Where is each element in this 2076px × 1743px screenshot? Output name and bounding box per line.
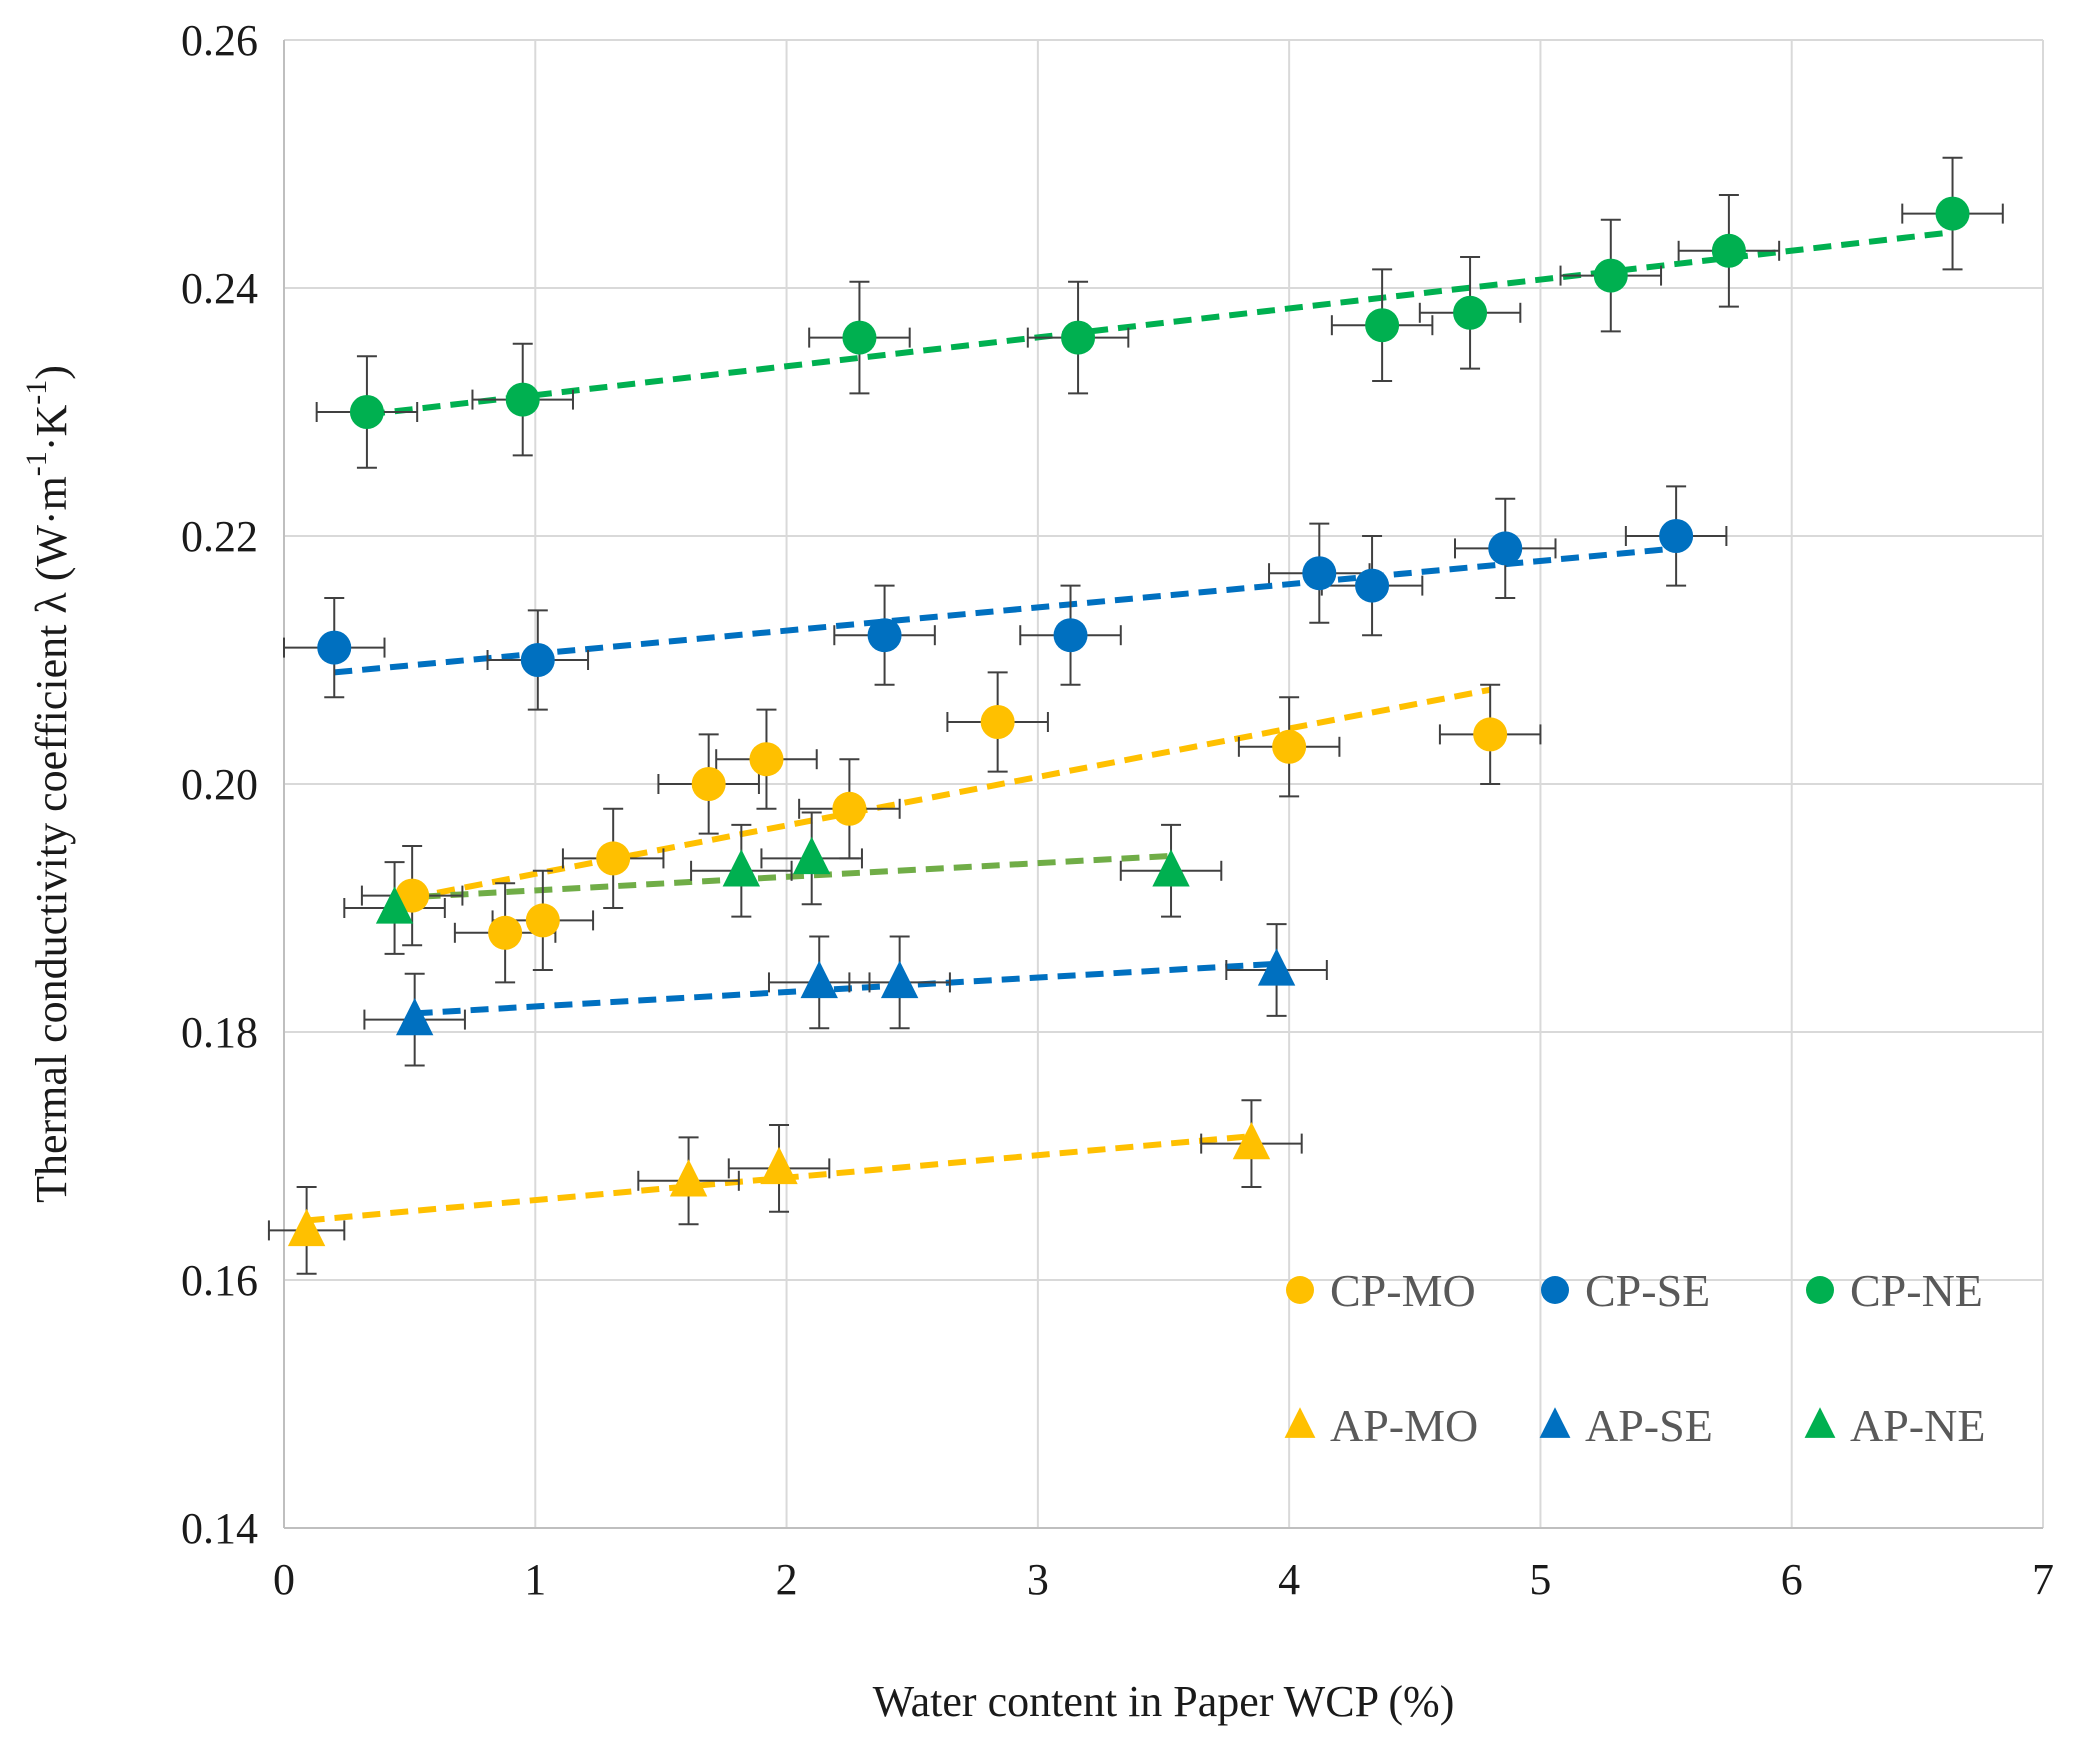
data-point-cp-se <box>1488 531 1523 566</box>
x-tick-label: 6 <box>1781 1555 1803 1604</box>
data-point-cp-ne <box>349 395 384 429</box>
y-axis-title-sup1: -1 <box>20 451 53 476</box>
x-tick-label: 2 <box>776 1555 798 1604</box>
legend-label: CP-NE <box>1850 1265 1983 1316</box>
data-point-cp-ne <box>1935 196 1970 231</box>
data-point-cp-mo <box>525 903 560 938</box>
x-tick-label: 4 <box>1278 1555 1300 1604</box>
x-tick-label: 1 <box>524 1555 546 1604</box>
y-tick-label: 0.24 <box>181 264 258 313</box>
data-point-ap-mo <box>760 1146 798 1185</box>
trendline-ap-ne <box>394 852 1172 902</box>
data-point-ap-ne <box>1152 849 1190 887</box>
legend-label: AP-NE <box>1850 1400 1985 1451</box>
data-point-ap-se <box>880 960 919 999</box>
data-point-ap-ne <box>722 849 761 887</box>
data-point-cp-se <box>1302 556 1337 591</box>
legend-marker-cp-se <box>1541 1276 1569 1304</box>
y-tick-label: 0.18 <box>181 1008 258 1057</box>
legend-label: CP-SE <box>1585 1265 1710 1316</box>
data-point-cp-se <box>1659 519 1694 553</box>
legend-label: CP-MO <box>1330 1265 1476 1316</box>
legend-marker-ap-ne <box>1804 1407 1836 1438</box>
y-axis-title-end: ) <box>27 365 76 380</box>
data-point-cp-mo <box>691 767 726 801</box>
data-point-cp-se <box>1053 618 1088 653</box>
legend-marker-cp-mo <box>1286 1276 1314 1304</box>
trendline-cp-se <box>333 545 1677 676</box>
data-point-cp-ne <box>505 382 540 417</box>
data-point-cp-mo <box>1473 717 1508 752</box>
legend-marker-cp-ne <box>1806 1276 1834 1304</box>
trendline-cp-ne <box>366 229 1953 418</box>
x-tick-labels: 0 1 2 3 4 5 6 7 <box>273 1555 2054 1604</box>
legend-item-cp-se: CP-SE <box>1541 1265 1710 1316</box>
y-tick-label: 0.14 <box>181 1504 258 1553</box>
legend-item-ap-se: AP-SE <box>1539 1400 1713 1451</box>
data-point-cp-mo <box>832 791 867 826</box>
y-axis-title: Thermal conductivity coefficient λ (W·m-… <box>20 365 76 1203</box>
legend-item-ap-mo: AP-MO <box>1284 1400 1478 1451</box>
data-point-ap-mo <box>287 1208 326 1247</box>
y-axis-title-mid: ·K <box>27 405 76 452</box>
data-point-cp-se <box>1355 568 1390 603</box>
data-point-cp-mo <box>488 915 523 950</box>
data-point-cp-se <box>520 643 555 677</box>
y-tick-label: 0.26 <box>181 16 258 65</box>
y-tick-labels: 0.14 0.16 0.18 0.20 0.22 0.24 0.26 <box>181 16 258 1553</box>
legend-label: AP-SE <box>1585 1400 1713 1451</box>
axes <box>283 40 2043 1529</box>
legend-marker-ap-mo <box>1284 1407 1316 1438</box>
data-point-cp-ne <box>1593 258 1628 293</box>
legend-item-cp-ne: CP-NE <box>1806 1265 1983 1316</box>
data-point-cp-ne <box>1711 233 1746 268</box>
data-point-cp-mo <box>395 878 430 913</box>
data-point-cp-ne <box>1061 320 1096 355</box>
trendline-ap-se <box>414 960 1277 1017</box>
data-point-ap-se <box>1257 948 1296 986</box>
trendline-cp-mo <box>409 686 1491 902</box>
y-tick-label: 0.22 <box>181 512 258 561</box>
data-point-cp-mo <box>749 742 784 777</box>
y-axis-title-sup2: -1 <box>20 380 53 405</box>
data-point-cp-mo <box>1272 729 1307 764</box>
legend-item-cp-mo: CP-MO <box>1286 1265 1476 1316</box>
legend-item-ap-ne: AP-NE <box>1804 1400 1985 1451</box>
x-tick-label: 5 <box>1529 1555 1551 1604</box>
data-point-cp-mo <box>980 705 1015 739</box>
legend-marker-ap-se <box>1539 1407 1571 1438</box>
data-point-ap-mo <box>669 1159 708 1197</box>
x-tick-label: 3 <box>1027 1555 1049 1604</box>
data-point-ap-mo <box>1232 1121 1271 1160</box>
trendlines <box>306 229 1953 1224</box>
legend-label: AP-MO <box>1330 1400 1478 1451</box>
data-point-cp-ne <box>842 320 877 355</box>
data-point-ap-se <box>800 960 838 999</box>
trendline-ap-mo <box>306 1133 1252 1224</box>
data-point-ap-ne <box>793 836 831 875</box>
data-point-cp-mo <box>596 841 631 876</box>
x-axis-title: Water content in Paper WCP (%) <box>873 1677 1455 1726</box>
data-point-cp-ne <box>1365 308 1400 343</box>
data-markers <box>287 196 1970 1247</box>
y-axis-title-main: Thermal conductivity coefficient λ (W·m <box>27 476 76 1203</box>
data-point-cp-se <box>867 618 902 653</box>
data-point-ap-se <box>395 997 434 1036</box>
data-point-cp-se <box>317 630 352 665</box>
y-tick-label: 0.16 <box>181 1256 258 1305</box>
data-point-cp-ne <box>1453 295 1488 330</box>
y-tick-label: 0.20 <box>181 760 258 809</box>
legend: CP-MO CP-SE CP-NE AP-MO AP-SE AP-NE <box>1284 1265 1985 1451</box>
data-point-ap-ne <box>375 886 414 924</box>
x-tick-label: 7 <box>2032 1555 2054 1604</box>
x-tick-label: 0 <box>273 1555 295 1604</box>
